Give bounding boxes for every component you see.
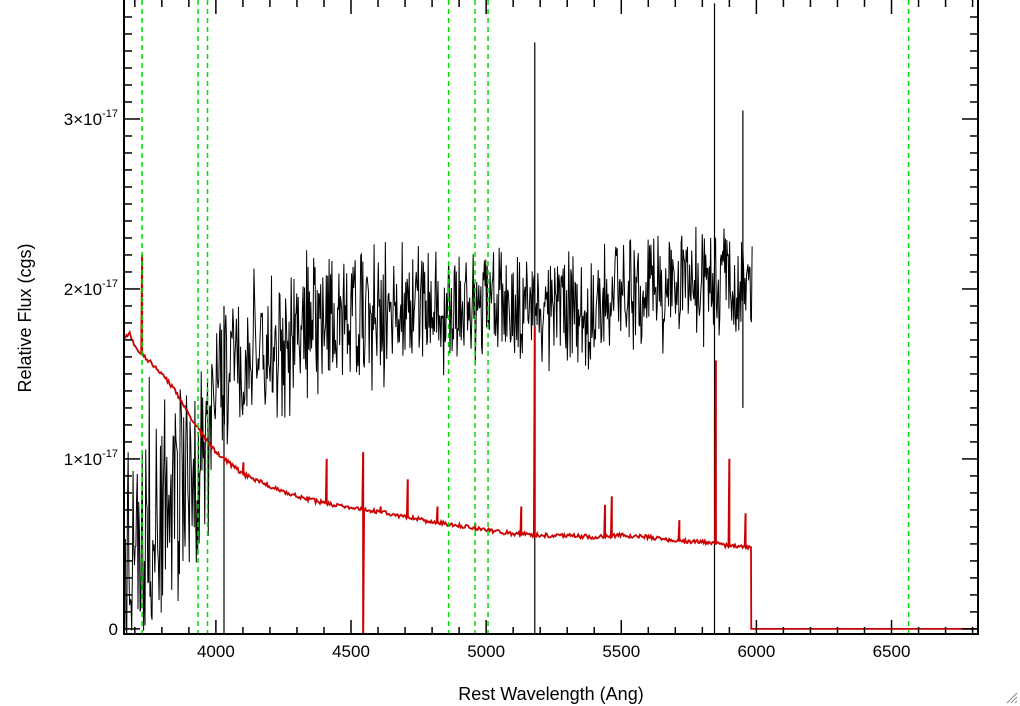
x-tick-label: 5000 [467,642,505,661]
x-tick-label: 5500 [602,642,640,661]
y-axis-title: Relative Flux (cgs) [15,243,35,392]
model-emission-line-1 [241,462,245,476]
model-emission-line-8 [519,506,523,536]
model-emission-line-15 [743,513,747,548]
y-tick-label: 3×10-17 [64,108,118,129]
model-emission-line-0 [140,254,144,356]
model-emission-line-12 [677,520,681,542]
reference-lines [141,0,910,634]
x-axis-title: Rest Wavelength (Ang) [458,684,643,704]
x-axis-ticks: 4000 4500 5000 5500 6000 6500 [134,0,974,661]
resize-grip-icon[interactable] [1004,690,1018,704]
model-emission-line-6 [435,506,439,524]
x-tick-label: 4000 [197,642,235,661]
model-spectrum-line [124,329,978,630]
y-tick-mantissa: 1×10 [64,450,102,469]
model-emission-line-2 [324,458,328,505]
x-tick-label: 6500 [873,642,911,661]
model-emission-line-3 [361,452,365,634]
y-tick-exponent: -17 [102,448,118,460]
y-tick-label: 0 [109,620,118,639]
y-axis-ticks: 01×10-172×10-173×10-17 [64,16,978,639]
model-emission-line-4 [378,506,382,514]
plot-border [123,0,979,635]
y-tick-label: 1×10-17 [64,448,118,469]
x-tick-label: 6000 [737,642,775,661]
model-emission-line-11 [609,496,613,538]
model-emission-line-5 [405,479,409,519]
model-emission-line-9 [532,326,536,537]
plot-frame [123,0,979,635]
model-emission-line-14 [727,458,731,547]
y-tick-label: 2×10-17 [64,278,118,299]
model-emission-line-10 [603,504,607,538]
y-tick-mantissa: 2×10 [64,280,102,299]
y-tick-exponent: -17 [102,278,118,290]
observed-spectrum-line [124,226,753,634]
model-emission-line-13 [714,360,717,545]
x-tick-label: 4500 [332,642,370,661]
y-tick-exponent: -17 [102,108,118,120]
series-layer [124,3,978,634]
y-tick-mantissa: 0 [109,620,118,639]
y-tick-mantissa: 3×10 [64,110,102,129]
